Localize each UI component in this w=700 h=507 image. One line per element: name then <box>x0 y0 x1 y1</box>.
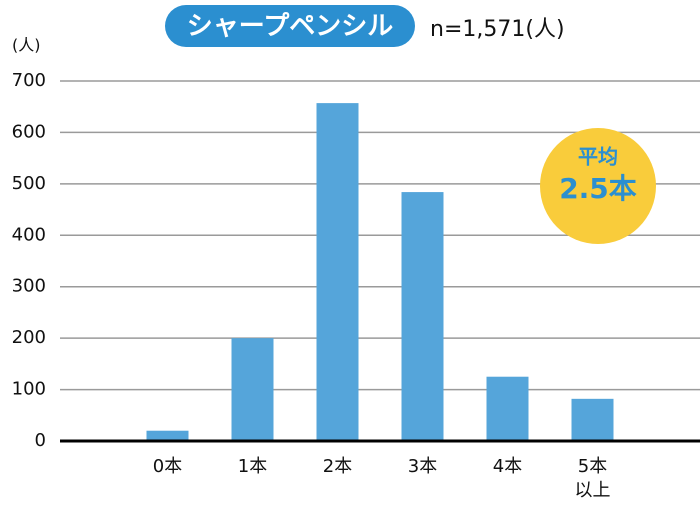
x-tick-label: 3本 <box>408 456 437 477</box>
y-tick-label: 600 <box>12 121 46 142</box>
badge-circle <box>540 128 656 244</box>
x-tick-label: 0本 <box>153 456 182 477</box>
subtitle: n=1,571(人) <box>430 17 565 42</box>
x-tick-label: 2本 <box>323 456 352 477</box>
badge-value: 2.5本 <box>559 172 637 205</box>
x-tick-label: 4本 <box>493 456 522 477</box>
x-tick-label: 5本以上 <box>575 456 611 501</box>
bar <box>146 430 189 441</box>
bar <box>401 192 444 441</box>
y-tick-label: 500 <box>12 173 46 194</box>
y-tick-label: 300 <box>12 276 46 297</box>
bar <box>571 398 614 441</box>
bar <box>486 376 529 441</box>
y-axis-label: (人) <box>12 36 41 55</box>
y-tick-label: 0 <box>35 430 46 451</box>
badge-label: 平均 <box>578 145 618 169</box>
y-tick-label: 400 <box>12 224 46 245</box>
average-badge: 平均 2.5本 <box>540 128 656 244</box>
bar <box>231 338 274 441</box>
chart-title: シャープペンシル <box>187 12 393 42</box>
y-tick-label: 200 <box>12 327 46 348</box>
y-tick-label: 100 <box>12 379 46 400</box>
y-tick-label: 700 <box>12 70 46 91</box>
x-tick-label: 1本 <box>238 456 267 477</box>
title-pill <box>165 5 415 47</box>
bar <box>316 103 359 441</box>
